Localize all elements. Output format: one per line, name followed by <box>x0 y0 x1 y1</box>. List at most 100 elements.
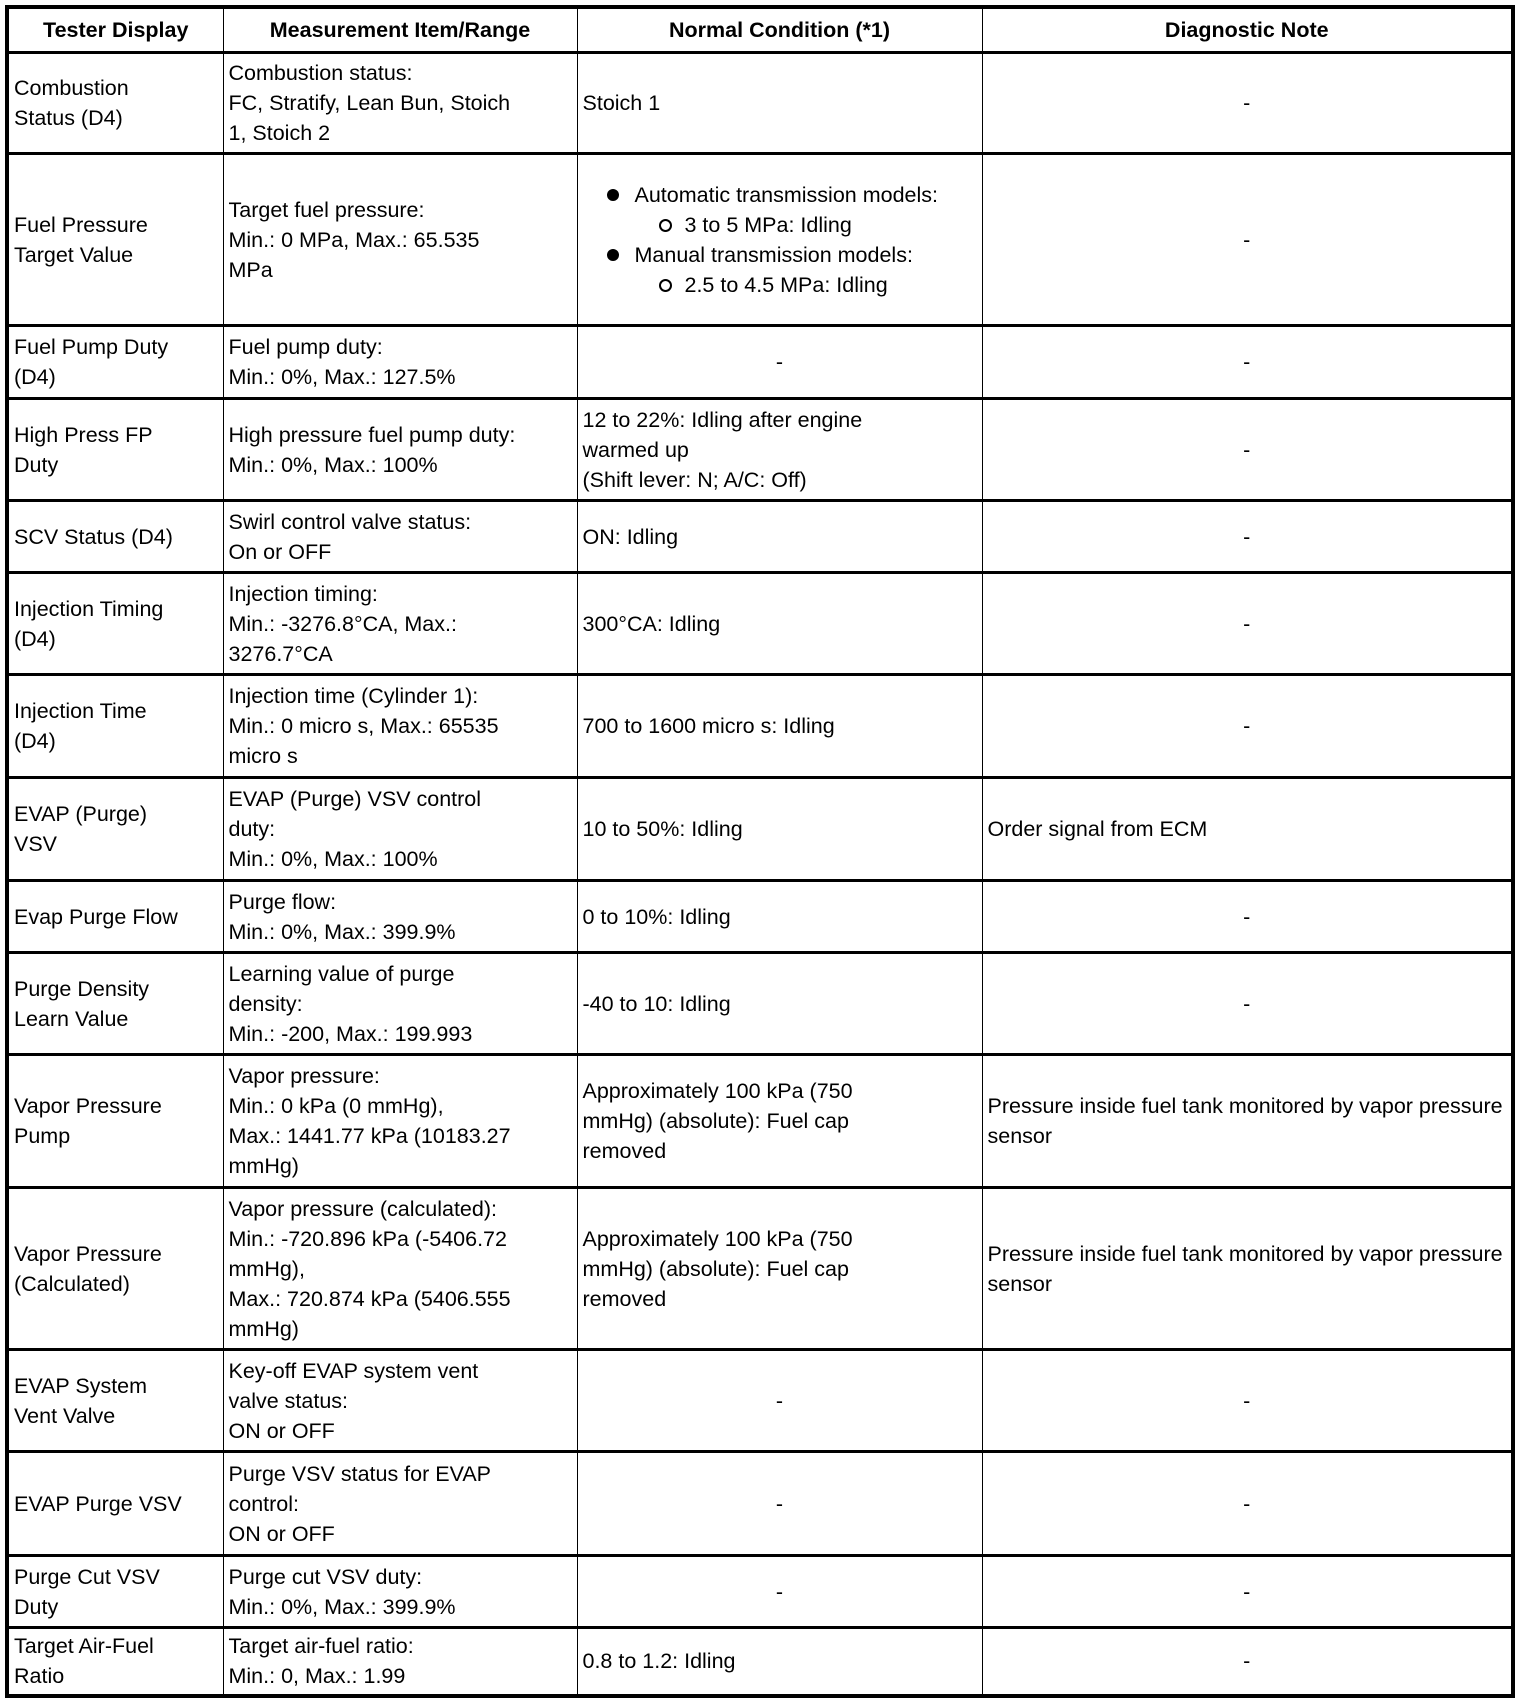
text-line: -40 to 10: Idling <box>582 991 731 1016</box>
text-line: 12 to 22%: Idling after engine <box>582 407 863 432</box>
text-line: Min.: -720.896 kPa (-5406.72 <box>228 1226 507 1251</box>
text-line: EVAP (Purge) VSV control <box>228 787 482 811</box>
normal-condition-cell: Approximately 100 kPa (750 mmHg) (absolut… <box>576 1186 983 1350</box>
text-line: warmed up <box>582 437 689 462</box>
text-line: (D4) <box>14 626 56 651</box>
normal-condition-cell: 0 to 10%: Idling <box>576 879 983 953</box>
text-line: Purge Density <box>14 976 150 1001</box>
header-diagnostic-note: Diagnostic Note <box>981 6 1514 54</box>
text-line: Max.: 1441.77 kPa (10183.27 <box>228 1124 511 1148</box>
text-line: Injection timing: <box>228 581 378 606</box>
text-line: ON: Idling <box>582 524 679 549</box>
text-line: valve status: <box>228 1388 349 1413</box>
text-line: Min.: 0 MPa, Max.: 65.535 <box>228 227 480 252</box>
text-line: 0.8 to 1.2: Idling <box>582 1649 736 1674</box>
text-line: High pressure fuel pump duty: <box>228 422 516 447</box>
table-row: Purge Cut VSV Duty Purge cut VSV duty: Min.… <box>6 1554 1514 1628</box>
measurement-item-cell: Target fuel pressure: Min.: 0 MPa, Max.: … <box>222 152 578 326</box>
table-row: Target Air-Fuel Ratio Target air-fuel rati… <box>6 1626 1514 1696</box>
text-line: Combustion status: <box>228 61 413 85</box>
tester-display-cell: EVAP System Vent Valve <box>6 1348 224 1452</box>
normal-condition-cell: 10 to 50%: Idling <box>576 776 983 881</box>
text-line: mmHg) (absolute): Fuel cap <box>582 1256 849 1281</box>
text-line: 10 to 50%: Idling <box>582 817 743 841</box>
text-line: Stoich 1 <box>582 91 661 115</box>
measurement-item-cell: Purge flow: Min.: 0%, Max.: 399.9% <box>222 879 578 953</box>
tester-display-cell: Injection Time (D4) <box>6 673 224 778</box>
normal-condition-cell: - <box>576 1348 983 1452</box>
text-line: - <box>775 1491 784 1516</box>
text-line: mmHg) <box>228 1154 299 1178</box>
measurement-item-cell: Key-off EVAP system vent valve status: ON … <box>222 1348 578 1452</box>
measurement-item-cell: Target air-fuel ratio: Min.: 0, Max.: 1.9… <box>222 1626 578 1696</box>
text-line: Duty <box>14 1594 59 1619</box>
text-line: control: <box>228 1491 300 1516</box>
tester-display-cell: High Press FP Duty <box>6 397 224 501</box>
text-line: Learning value of purge <box>228 961 455 986</box>
text-line: FC, Stratify, Lean Bun, Stoich <box>228 91 511 115</box>
diagnostic-note-cell: - <box>981 1554 1514 1628</box>
text-line: removed <box>582 1139 667 1163</box>
tester-display-cell: Target Air-Fuel Ratio <box>6 1626 224 1696</box>
text-line: (Calculated) <box>14 1271 130 1296</box>
text-line: MPa <box>228 257 273 282</box>
text-line: - <box>775 1579 784 1604</box>
condition-label: Manual transmission models: <box>634 242 913 267</box>
normal-condition-cell: - <box>576 324 983 399</box>
text-line: duty: <box>228 817 276 841</box>
tester-display-cell: Vapor Pressure Pump <box>6 1053 224 1188</box>
diagnostic-note-cell: - <box>981 951 1514 1055</box>
normal-condition-cell: 0.8 to 1.2: Idling <box>576 1626 983 1696</box>
text-line: Vapor Pressure <box>14 1094 162 1118</box>
normal-condition-cell: 700 to 1600 micro s: Idling <box>576 673 983 778</box>
text-line: High Press FP <box>14 422 153 447</box>
tester-display-cell: Injection Timing (D4) <box>6 571 224 675</box>
text-line: Min.: 0%, Max.: 127.5% <box>228 365 456 389</box>
text-line: mmHg) (absolute): Fuel cap <box>582 1109 849 1133</box>
text-line: Min.: 0%, Max.: 100% <box>228 452 438 477</box>
diagnostic-note-cell: Pressure inside fuel tank monitored by v… <box>981 1053 1514 1188</box>
text-line: - <box>775 1388 784 1413</box>
table-row: EVAP Purge VSV Purge VSV status for EVAP c… <box>6 1450 1514 1556</box>
tester-display-cell: EVAP Purge VSV <box>6 1450 224 1556</box>
text-line: Target air-fuel ratio: <box>228 1634 414 1659</box>
text-line: Approximately 100 kPa (750 <box>582 1226 853 1251</box>
text-line: Duty <box>14 452 59 477</box>
text-line: (D4) <box>14 729 56 753</box>
diagnostic-note-cell: - <box>981 571 1514 675</box>
text-line: - <box>775 350 784 374</box>
text-line: 700 to 1600 micro s: Idling <box>582 714 835 738</box>
text-line: Min.: 0 kPa (0 mmHg), <box>228 1094 444 1118</box>
text-line: Approximately 100 kPa (750 <box>582 1079 853 1103</box>
table-row: Injection Timing (D4) Injection timing: Min… <box>6 571 1514 675</box>
text-line: EVAP (Purge) <box>14 802 148 826</box>
text-line: Pump <box>14 1124 71 1148</box>
text-line: Purge Cut VSV <box>14 1564 160 1589</box>
text-line: ON or OFF <box>228 1418 335 1443</box>
text-line: Vent Valve <box>14 1403 116 1428</box>
condition-list: Automatic transmission models: 3 to 5 MPa… <box>583 180 977 300</box>
measurement-item-cell: Learning value of purge density: Min.: -20… <box>222 951 578 1055</box>
diagnostic-note-cell: - <box>981 1348 1514 1452</box>
condition-item: Manual transmission models: 2.5 to 4.5 MP… <box>606 240 977 300</box>
normal-condition-cell: - <box>576 1450 983 1556</box>
text-line: Vapor pressure: <box>228 1064 380 1088</box>
normal-condition-cell: 300°CA: Idling <box>576 571 983 675</box>
text-line: EVAP Purge VSV <box>14 1491 182 1516</box>
normal-condition-cell: Automatic transmission models: 3 to 5 MPa… <box>576 152 983 326</box>
header-row: Tester Display Measurement Item/Range No… <box>6 6 1514 54</box>
measurement-item-cell: Injection timing: Min.: -3276.8°CA, Max.:… <box>222 571 578 675</box>
condition-subitem: 3 to 5 MPa: Idling <box>658 210 977 240</box>
text-line: Purge cut VSV duty: <box>228 1564 423 1589</box>
diagnostic-note-cell: Pressure inside fuel tank monitored by v… <box>981 1186 1514 1350</box>
text-line: Fuel pump duty: <box>228 335 383 359</box>
text-line: Min.: 0 micro s, Max.: 65535 <box>228 714 499 738</box>
measurement-item-cell: Vapor pressure (calculated): Min.: -720.8… <box>222 1186 578 1350</box>
table-row: Purge Density Learn Value Learning value o… <box>6 951 1514 1055</box>
text-line: (Shift lever: N; A/C: Off) <box>582 467 807 492</box>
text-line: density: <box>228 991 303 1016</box>
tester-display-cell: Vapor Pressure (Calculated) <box>6 1186 224 1350</box>
tester-display-cell: SCV Status (D4) <box>6 499 224 573</box>
measurement-item-cell: Purge VSV status for EVAP control: ON or O… <box>222 1450 578 1556</box>
text-line: 300°CA: Idling <box>582 611 721 636</box>
